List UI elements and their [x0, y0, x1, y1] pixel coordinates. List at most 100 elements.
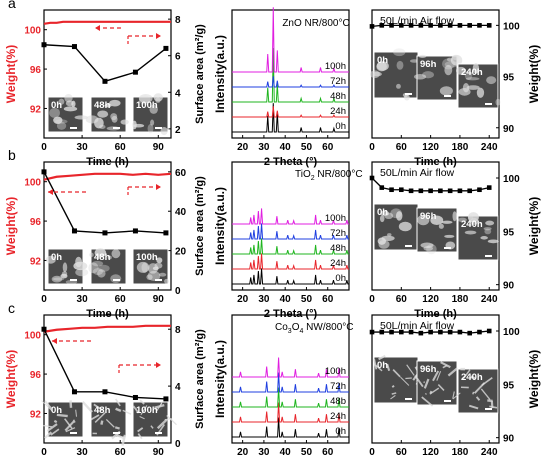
y-tick-label: 95: [503, 380, 515, 391]
image-texture: [90, 414, 100, 421]
scale-bar: [485, 103, 492, 105]
x-tick-label: 240: [481, 447, 498, 458]
image-texture: [139, 399, 145, 405]
airflow-marker: [399, 329, 404, 335]
image-texture: [417, 214, 430, 226]
y-tick-label: 8: [175, 325, 181, 336]
x-tick-label: 50: [301, 142, 313, 153]
scale-bar: [444, 400, 451, 402]
airflow-marker: [408, 188, 414, 194]
airflow-marker: [438, 329, 443, 335]
image-texture: [115, 407, 122, 413]
y-tick-label: 100: [24, 26, 41, 37]
image-texture: [377, 237, 386, 245]
image-texture: [455, 66, 467, 75]
image-texture: [105, 418, 115, 428]
inset-image-c-right-2: 240h: [452, 367, 499, 414]
airflow-marker: [389, 187, 394, 193]
image-texture: [49, 107, 60, 119]
y-tick-label: 20: [175, 247, 187, 258]
image-texture: [107, 255, 112, 260]
xrd-series-label: 24h: [330, 258, 346, 269]
airflow-marker: [428, 188, 433, 194]
image-texture: [75, 409, 78, 417]
surface-marker: [41, 326, 47, 332]
xrd-series-label: 48b: [330, 396, 346, 407]
image-label: 0h: [377, 55, 388, 66]
image-label: 240h: [461, 372, 483, 383]
image-texture: [164, 278, 169, 284]
y-tick-label: 90: [503, 124, 515, 135]
image-label: 96h: [420, 364, 437, 375]
image-texture: [396, 60, 404, 70]
image-texture: [41, 400, 53, 412]
xrd-series-label: 24h: [330, 411, 346, 422]
y-tick-label: 100: [503, 21, 520, 32]
image-texture: [53, 419, 58, 424]
xrd-series-label: 0h: [335, 426, 346, 437]
inset-image-c-left-0: 0h: [41, 400, 84, 439]
image-texture: [62, 262, 68, 273]
image-texture: [63, 106, 78, 112]
image-texture: [64, 420, 75, 432]
image-label: 0h: [51, 252, 62, 263]
surface-marker: [102, 78, 108, 84]
image-texture: [370, 70, 380, 79]
image-texture: [99, 124, 106, 130]
y-tick-label: 60: [175, 168, 187, 179]
image-label: 96h: [420, 59, 437, 70]
image-texture: [461, 369, 471, 381]
surface-line: [43, 328, 166, 400]
y-axis-title: Weight(%): [527, 350, 541, 408]
y-axis-title: Intensity(a.u.): [213, 340, 227, 418]
image-texture: [65, 427, 76, 433]
image-texture: [97, 110, 109, 118]
airflow-marker: [389, 23, 394, 28]
airflow-marker: [438, 188, 443, 194]
weight-line: [43, 324, 171, 333]
x-tick-label: 30: [258, 142, 270, 153]
plot-frame: [43, 161, 172, 291]
inset-image-b-right-0: 0h: [373, 203, 419, 251]
inset-image-a-right-1: 96h: [414, 54, 463, 101]
scale-bar: [155, 432, 162, 434]
image-texture: [120, 119, 129, 125]
plot-frame: [231, 314, 350, 444]
image-texture: [121, 434, 127, 446]
x-tick-label: 50: [301, 294, 313, 305]
inset-image-b-right-1: 96h: [416, 207, 458, 255]
image-texture: [50, 428, 60, 436]
image-texture: [89, 252, 94, 258]
image-texture: [480, 388, 491, 400]
image-texture: [465, 77, 480, 81]
scale-bar: [444, 95, 451, 97]
image-texture: [75, 268, 89, 277]
x-tick-label: 30: [258, 294, 270, 305]
image-texture: [56, 413, 68, 418]
image-texture: [73, 261, 88, 271]
y-tick-label: 4: [175, 382, 181, 393]
image-label: 48h: [94, 405, 111, 416]
inset-image-b-left-0: 0h: [45, 248, 89, 285]
y-axis-title: Weight(%): [527, 45, 541, 103]
image-texture: [373, 359, 378, 370]
x-tick-label: 60: [115, 142, 127, 153]
image-texture: [444, 64, 453, 76]
y-tick-label: 40: [175, 207, 187, 218]
surface-line: [43, 171, 166, 234]
airflow-marker: [447, 23, 453, 28]
image-label: 0h: [377, 207, 388, 218]
scale-bar: [113, 432, 120, 434]
airflow-marker: [428, 329, 433, 335]
image-texture: [137, 433, 143, 440]
xrd-pattern-0h: [232, 417, 349, 438]
image-background: [373, 356, 419, 404]
image-texture: [467, 212, 479, 223]
arrow-to-left-axis-head: [95, 25, 100, 31]
image-texture: [429, 390, 433, 394]
image-texture: [164, 418, 172, 421]
image-texture: [156, 418, 168, 430]
inset-image-a-left-0: 0h: [47, 93, 89, 133]
x-tick-label: 120: [422, 447, 439, 458]
xrd-pattern-24h: [232, 106, 349, 118]
